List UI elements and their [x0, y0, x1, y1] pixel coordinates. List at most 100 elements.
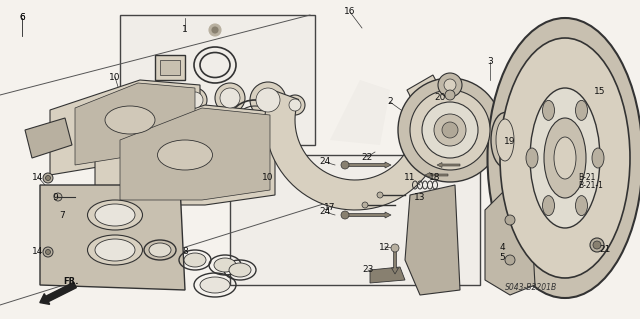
Text: 19: 19 [504, 137, 516, 146]
Circle shape [54, 193, 62, 201]
Text: 17: 17 [324, 203, 336, 211]
Ellipse shape [575, 196, 588, 216]
Circle shape [590, 238, 604, 252]
Text: 12: 12 [380, 242, 390, 251]
Polygon shape [265, 75, 445, 210]
Ellipse shape [500, 38, 630, 278]
Circle shape [45, 175, 51, 181]
FancyArrow shape [40, 282, 76, 304]
Text: 14: 14 [32, 248, 44, 256]
Ellipse shape [149, 243, 171, 257]
Circle shape [505, 215, 515, 225]
Ellipse shape [214, 258, 236, 272]
Circle shape [43, 173, 53, 183]
Text: 1: 1 [182, 26, 188, 34]
Text: 21: 21 [599, 246, 611, 255]
Ellipse shape [543, 196, 554, 216]
Circle shape [285, 95, 305, 115]
Ellipse shape [543, 100, 554, 120]
FancyBboxPatch shape [155, 55, 185, 80]
Circle shape [45, 249, 51, 255]
Circle shape [212, 27, 218, 33]
Text: 7: 7 [59, 211, 65, 219]
Text: 5: 5 [499, 253, 505, 262]
Polygon shape [485, 185, 535, 295]
Ellipse shape [105, 106, 155, 134]
Ellipse shape [544, 118, 586, 198]
Circle shape [183, 88, 207, 112]
Circle shape [444, 79, 456, 91]
FancyArrow shape [345, 162, 391, 168]
Text: 18: 18 [429, 173, 441, 182]
Polygon shape [330, 80, 390, 145]
Polygon shape [370, 267, 405, 283]
Circle shape [445, 90, 455, 100]
Circle shape [593, 241, 601, 249]
Circle shape [410, 90, 490, 170]
Text: 10: 10 [109, 72, 121, 81]
Ellipse shape [575, 100, 588, 120]
Text: 6: 6 [19, 13, 25, 23]
Ellipse shape [184, 253, 206, 267]
Ellipse shape [157, 140, 212, 170]
Text: 15: 15 [595, 87, 605, 97]
Bar [230, 155, 480, 285]
Ellipse shape [88, 235, 143, 265]
Ellipse shape [95, 239, 135, 261]
Circle shape [422, 102, 478, 158]
Text: 11: 11 [404, 173, 416, 182]
Polygon shape [50, 80, 200, 175]
Bar [120, 15, 315, 145]
FancyArrow shape [425, 173, 448, 177]
Text: B-21: B-21 [578, 174, 595, 182]
Ellipse shape [592, 148, 604, 168]
Polygon shape [95, 105, 275, 205]
Ellipse shape [530, 88, 600, 228]
Circle shape [187, 92, 203, 108]
Text: 20: 20 [435, 93, 445, 101]
Circle shape [215, 83, 245, 113]
Text: 10: 10 [262, 173, 274, 182]
Ellipse shape [526, 148, 538, 168]
Ellipse shape [95, 204, 135, 226]
Circle shape [434, 114, 466, 146]
Polygon shape [25, 118, 72, 158]
Circle shape [362, 202, 368, 208]
Text: 22: 22 [362, 152, 372, 161]
Circle shape [398, 78, 502, 182]
Circle shape [250, 82, 286, 118]
Circle shape [391, 244, 399, 252]
Text: B-21-1: B-21-1 [578, 182, 603, 190]
Circle shape [160, 90, 170, 100]
Polygon shape [40, 185, 185, 290]
Text: 23: 23 [362, 265, 374, 275]
Circle shape [220, 88, 240, 108]
Circle shape [256, 88, 280, 112]
Circle shape [442, 122, 458, 138]
Text: 9: 9 [52, 192, 58, 202]
Circle shape [157, 87, 173, 103]
Ellipse shape [554, 137, 576, 179]
Circle shape [209, 24, 221, 36]
Circle shape [289, 99, 301, 111]
Circle shape [341, 161, 349, 169]
Text: 2: 2 [387, 98, 393, 107]
Text: 16: 16 [344, 8, 356, 17]
Text: FR.: FR. [63, 278, 79, 286]
Circle shape [341, 211, 349, 219]
FancyBboxPatch shape [160, 60, 180, 75]
Text: 14: 14 [32, 173, 44, 182]
FancyArrow shape [392, 248, 399, 274]
Polygon shape [120, 108, 270, 200]
Polygon shape [75, 83, 195, 165]
FancyArrow shape [437, 162, 460, 167]
Ellipse shape [488, 18, 640, 298]
Ellipse shape [200, 277, 230, 293]
Text: 4: 4 [499, 242, 505, 251]
Text: 3: 3 [487, 57, 493, 66]
Text: 6: 6 [19, 13, 25, 23]
Text: 24: 24 [319, 207, 331, 217]
Ellipse shape [229, 263, 251, 277]
Circle shape [43, 247, 53, 257]
Text: 24: 24 [319, 158, 331, 167]
